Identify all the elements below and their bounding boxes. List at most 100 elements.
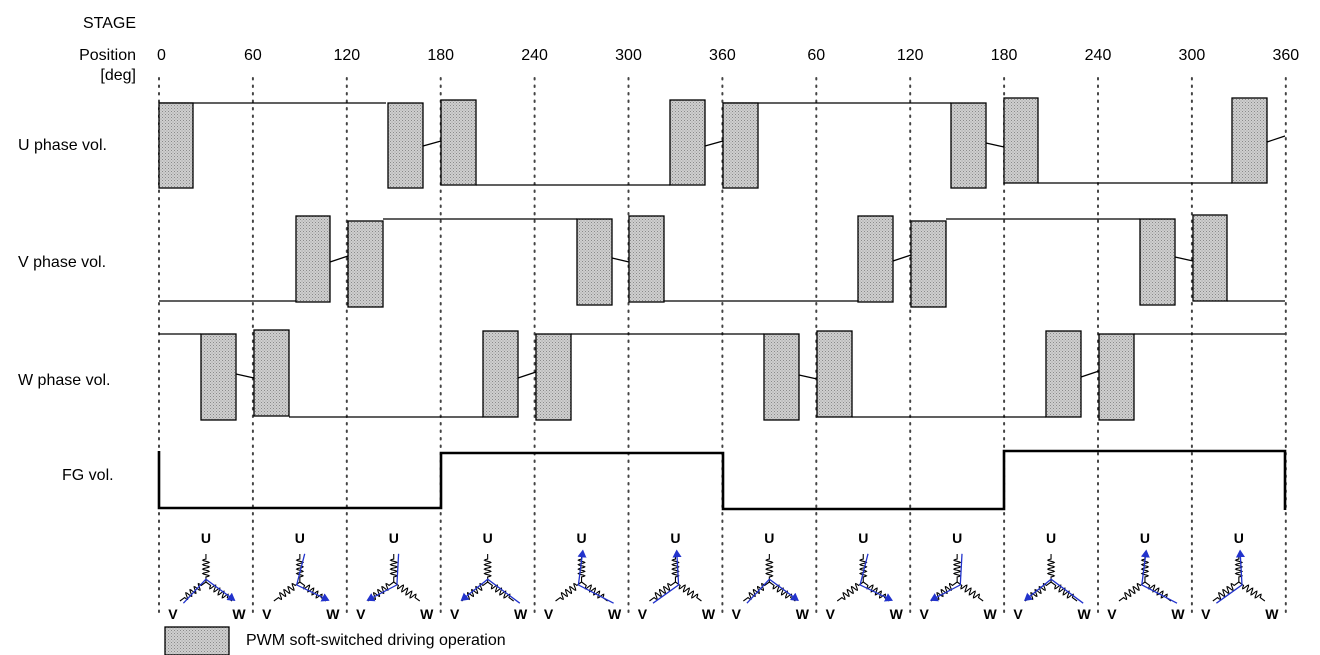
legend: PWM soft-switched driving operation [164,626,506,655]
coil-winding [273,581,301,602]
coil-diagram: U V W [1013,530,1091,622]
coil-terminal-label: V [919,606,929,622]
pwm-block [253,329,290,417]
current-flow-arrow [182,578,236,604]
coil-diagram: U V W [262,530,340,622]
coil-terminal-label: W [984,606,998,622]
coil-terminal-label: V [262,606,272,622]
position-tick-label: 120 [333,47,360,64]
current-flow-arrow [652,549,682,604]
pwm-block [1003,97,1039,184]
v-phase-waveform [159,218,1285,302]
position-tick-label: 180 [991,47,1018,64]
coil-terminal-label: W [514,606,528,622]
coil-terminal-label: U [858,530,868,546]
coil-stage-diagrams: UV WUV WUV WUV WUV WUV WUV WUV WUV WUV WUV WUV W [168,530,1279,622]
position-tick-label: 120 [897,47,924,64]
current-flow-arrow [460,578,521,604]
pwm-block [482,330,519,418]
coil-terminal-label: U [201,530,211,546]
legend-label: PWM soft-switched driving operation [246,632,506,649]
w-phase-waveform [159,333,1285,418]
pwm-block [440,99,477,186]
coil-terminal-label: W [1171,606,1185,622]
coil-winding [952,554,962,582]
coil-terminal-label: V [1201,606,1211,622]
v-phase-pwm-blocks [295,214,1228,308]
coil-winding [1050,581,1078,602]
coil-winding [1144,581,1172,602]
coil-terminal-label: W [232,606,246,622]
coil-terminal-label: W [420,606,434,622]
coil-winding [461,581,488,602]
coil-terminal-label: W [796,606,810,622]
position-tick-label: 300 [615,47,642,64]
position-tick-label: 0 [157,47,166,64]
position-tick-label: 180 [427,47,454,64]
coil-terminal-label: U [764,530,774,546]
u-phase-pwm-blocks [158,97,1268,189]
coil-diagram: U V W [356,530,434,622]
coil-winding [555,581,582,602]
coil-terminal-label: U [1046,530,1056,546]
coil-winding [201,554,211,582]
pwm-block [1231,97,1268,184]
pwm-block [816,330,853,418]
position-tick-label: 240 [521,47,548,64]
pwm-block [1098,333,1135,421]
coil-winding [389,554,399,582]
coil-terminal-label: U [1234,530,1244,546]
coil-winding [1212,581,1240,602]
coil-diagram: U V W [1201,530,1279,622]
fg-waveform [157,449,1287,511]
coil-terminal-label: U [295,530,305,546]
current-flow-arrow [1023,578,1084,604]
position-tick-label: 300 [1179,47,1206,64]
position-label: Position [79,47,136,64]
coil-terminal-label: V [356,606,366,622]
pwm-block [910,220,947,308]
position-tick-label: 360 [709,47,736,64]
current-flow-arrow [746,578,799,604]
pwm-block [1045,330,1082,418]
current-flow-arrow [859,553,893,602]
current-flow-arrow [295,553,330,602]
coil-terminal-label: U [1140,530,1150,546]
current-flow-arrow [366,553,400,602]
coil-terminal-label: V [450,606,460,622]
coil-winding [487,581,514,602]
pwm-block [535,333,572,421]
coil-winding [862,581,890,602]
position-tick-label: 60 [807,47,825,64]
pwm-block [158,102,194,189]
coil-winding [1118,581,1146,602]
pwm-block [669,99,706,186]
position-unit-label: [deg] [100,67,136,84]
coil-winding [581,581,608,602]
w-phase-pwm-blocks [200,329,1135,421]
pwm-block [628,215,665,303]
current-flow-arrow [929,553,963,602]
coil-diagram: U V W [544,530,622,622]
coil-terminal-label: V [1013,606,1023,622]
current-flow-arrow [1216,549,1246,604]
pwm-block [950,102,987,189]
coil-terminal-label: V [732,606,742,622]
coil-winding [675,581,702,602]
w-phase-label: W phase vol. [18,372,110,389]
coil-winding [743,581,770,602]
legend-swatch [164,626,230,655]
current-flow-arrow [1140,549,1178,604]
pwm-block [387,102,424,189]
coil-terminal-label: V [1107,606,1117,622]
coil-diagram: U V W [732,530,810,622]
coil-winding [295,554,305,582]
pwm-block [1139,218,1176,306]
u-phase-waveform [159,102,1286,186]
coil-terminal-label: W [702,606,716,622]
coil-diagram: U V W [1107,530,1185,622]
position-tick-label: 240 [1085,47,1112,64]
stage-label: STAGE [83,15,136,32]
pwm-block [347,220,384,308]
